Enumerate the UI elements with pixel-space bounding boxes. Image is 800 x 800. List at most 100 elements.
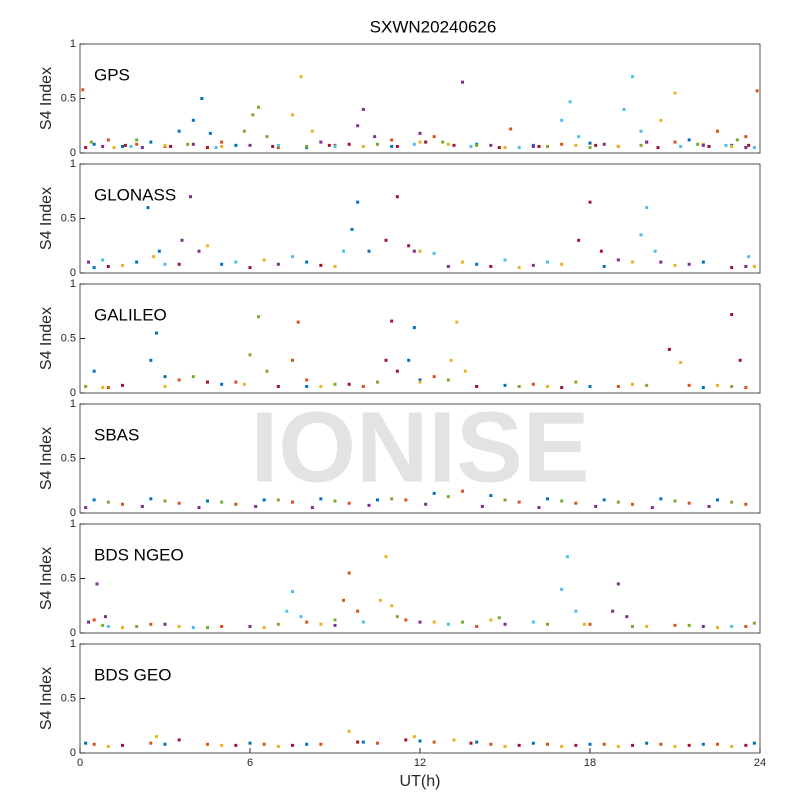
point — [588, 622, 592, 626]
y-tick-label: 0 — [70, 147, 76, 159]
data-points — [84, 729, 756, 748]
point — [752, 146, 756, 150]
point — [475, 740, 479, 744]
point — [146, 206, 150, 210]
point — [163, 499, 167, 503]
point — [206, 626, 209, 630]
point — [121, 263, 124, 267]
point — [92, 618, 96, 622]
point — [659, 260, 663, 264]
point — [291, 358, 294, 362]
point — [412, 326, 416, 330]
point — [92, 742, 96, 746]
point — [503, 383, 507, 387]
point — [616, 144, 620, 148]
point — [152, 255, 156, 259]
point — [531, 620, 535, 624]
point — [673, 499, 677, 503]
point — [265, 135, 269, 139]
point — [347, 142, 351, 146]
point — [645, 741, 649, 745]
point — [92, 369, 96, 373]
point — [191, 118, 195, 122]
point — [106, 138, 110, 142]
point — [432, 620, 436, 624]
point — [687, 138, 691, 142]
point — [319, 384, 323, 388]
x-tick-label: 24 — [754, 757, 766, 769]
y-tick-label: 1 — [70, 278, 76, 290]
point — [265, 369, 269, 373]
point — [390, 497, 394, 501]
y-axis-label: S4 Index — [38, 427, 55, 490]
point — [92, 266, 96, 270]
point — [531, 144, 535, 148]
point — [616, 744, 620, 748]
point — [631, 260, 634, 264]
point — [101, 258, 105, 262]
panel-label: BDS NGEO — [94, 545, 184, 564]
point — [310, 129, 314, 133]
point — [163, 143, 167, 147]
point — [744, 264, 748, 268]
point — [361, 384, 365, 388]
point — [254, 504, 258, 508]
point — [446, 378, 450, 382]
point — [291, 743, 294, 747]
point — [673, 744, 677, 748]
point — [735, 138, 739, 142]
point — [169, 144, 173, 148]
y-tick-label: 0 — [70, 507, 76, 519]
point — [461, 260, 464, 264]
data-points — [87, 195, 756, 270]
point — [461, 80, 464, 84]
data-points — [81, 75, 759, 150]
axes-background — [80, 524, 760, 633]
point — [707, 144, 711, 148]
point — [361, 107, 365, 111]
y-tick-label: 0.5 — [61, 692, 76, 704]
point — [645, 383, 649, 387]
point — [395, 195, 399, 199]
point — [517, 266, 521, 270]
point — [418, 140, 422, 144]
point — [701, 260, 705, 264]
point — [177, 501, 181, 505]
point — [129, 144, 133, 148]
point — [276, 498, 280, 502]
point — [356, 740, 360, 744]
point — [305, 620, 309, 624]
point — [687, 743, 691, 747]
point — [679, 360, 683, 364]
point — [560, 386, 564, 390]
point — [546, 742, 549, 746]
point — [461, 620, 464, 624]
point — [92, 142, 96, 146]
point — [560, 587, 564, 591]
point — [424, 140, 428, 144]
point — [497, 616, 501, 620]
point — [537, 506, 541, 510]
point — [673, 623, 677, 627]
point — [299, 615, 303, 619]
point — [291, 113, 294, 117]
point — [104, 615, 107, 619]
point — [546, 622, 549, 626]
point — [327, 143, 331, 147]
point — [497, 146, 501, 150]
point — [546, 384, 549, 388]
point — [574, 743, 578, 747]
point — [248, 624, 252, 628]
point — [84, 146, 88, 150]
point — [177, 129, 181, 133]
point — [347, 501, 351, 505]
point — [121, 743, 124, 747]
point — [446, 622, 450, 626]
point — [112, 146, 116, 150]
point — [730, 384, 734, 388]
x-tick-label: 18 — [584, 757, 596, 769]
y-tick-label: 0.5 — [61, 212, 76, 224]
y-tick-label: 0.5 — [61, 332, 76, 344]
point — [730, 266, 734, 270]
